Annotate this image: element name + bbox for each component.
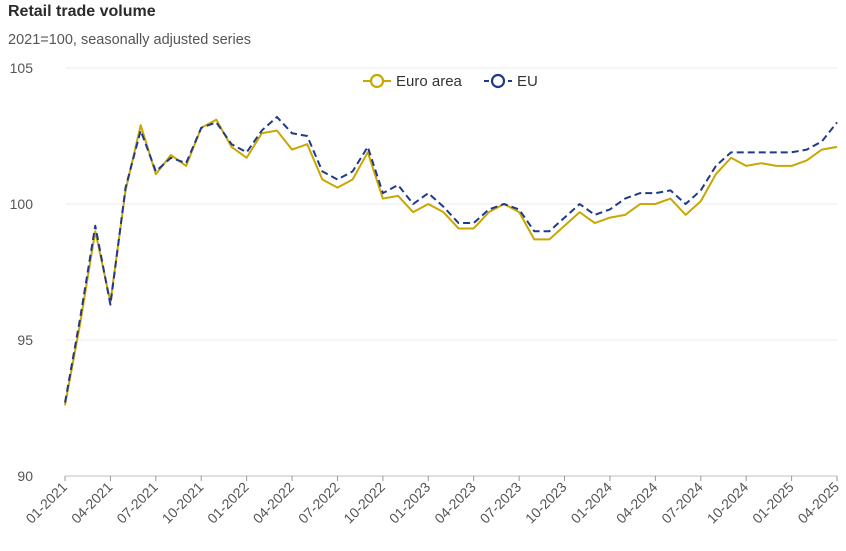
x-tick-label: 10-2021	[159, 479, 207, 527]
series-lines	[64, 115, 838, 406]
legend-label: EU	[517, 73, 538, 90]
x-tick-label: 10-2022	[340, 479, 388, 527]
legend-item-eu[interactable]: EU	[484, 73, 538, 90]
y-tick-label: 90	[17, 468, 33, 484]
x-tick-label: 01-2022	[204, 479, 252, 527]
x-tick-label: 04-2023	[431, 479, 479, 527]
x-tick-label: 07-2022	[295, 479, 343, 527]
chart-subtitle: 2021=100, seasonally adjusted series	[8, 32, 252, 48]
series-line-euro-area[interactable]	[64, 118, 838, 406]
x-tick-label: 10-2023	[522, 479, 570, 527]
chart-title: Retail trade volume	[8, 3, 156, 20]
x-tick-label: 10-2024	[704, 479, 752, 527]
legend-marker-icon	[369, 73, 385, 89]
legend-marker-icon	[490, 73, 506, 89]
y-axis: 90 95 100 105	[10, 60, 34, 484]
x-tick-label: 04-2025	[794, 479, 842, 527]
x-tick-label: 07-2024	[658, 479, 706, 527]
y-tick-label: 100	[10, 196, 34, 212]
x-tick-label: 01-2025	[749, 479, 797, 527]
y-tick-label: 105	[10, 60, 34, 76]
y-tick-label: 95	[17, 332, 33, 348]
series-line-eu[interactable]	[64, 115, 838, 403]
x-tick-label: 01-2023	[386, 479, 434, 527]
legend[interactable]: Euro area EU	[363, 73, 538, 90]
legend-item-euro-area[interactable]: Euro area	[363, 73, 463, 90]
x-tick-label: 04-2024	[613, 479, 661, 527]
x-tick-label: 07-2023	[477, 479, 525, 527]
x-tick-label: 07-2021	[113, 479, 161, 527]
x-tick-label: 01-2024	[567, 479, 615, 527]
x-axis: 01-202104-202107-202110-202101-202204-20…	[22, 476, 842, 526]
x-tick-label: 04-2021	[68, 479, 116, 527]
legend-label: Euro area	[396, 73, 463, 90]
x-tick-label: 04-2022	[250, 479, 298, 527]
x-tick-label: 01-2021	[22, 479, 70, 527]
gridlines	[65, 67, 837, 477]
